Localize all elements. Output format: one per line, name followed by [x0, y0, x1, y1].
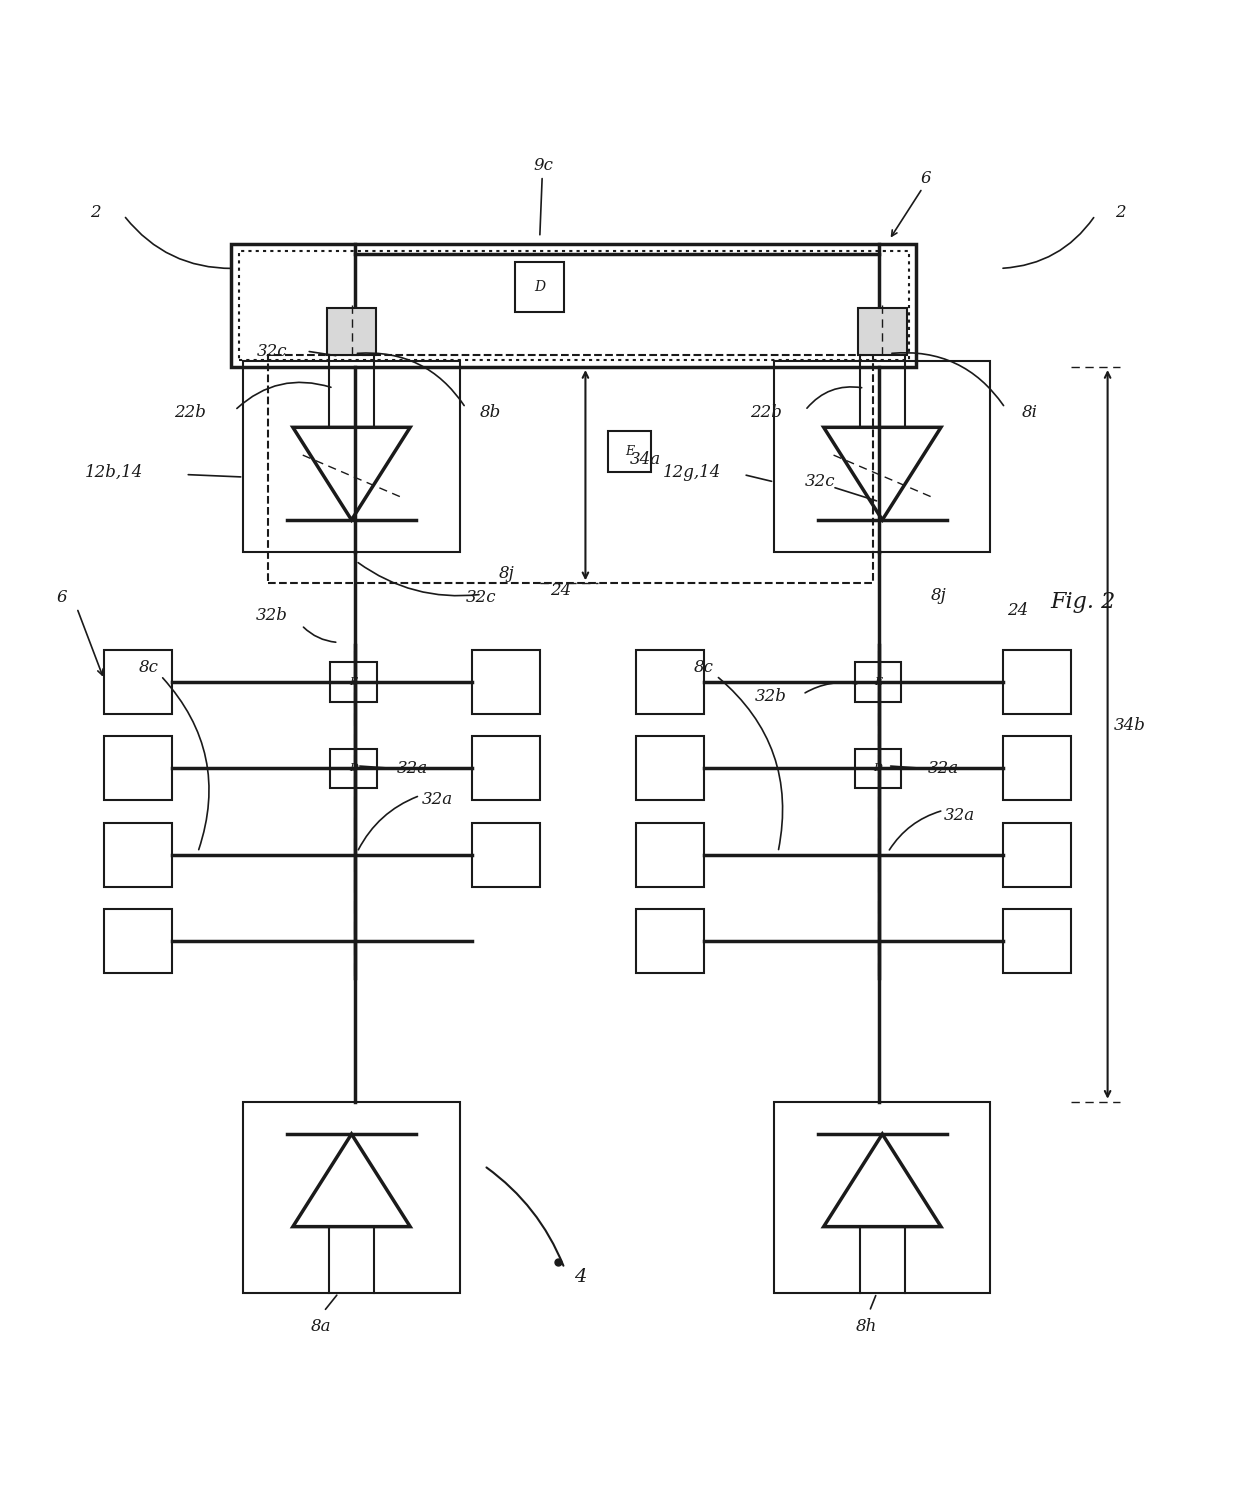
Text: 32c: 32c: [257, 343, 288, 360]
Text: D: D: [873, 764, 883, 773]
Bar: [243, 1102, 460, 1293]
Text: 32b: 32b: [255, 606, 288, 624]
Text: 8j: 8j: [498, 565, 515, 582]
Text: 34b: 34b: [1114, 717, 1146, 733]
Bar: [243, 361, 460, 552]
Bar: [330, 748, 377, 788]
Text: D: D: [348, 764, 358, 773]
Bar: [774, 361, 991, 552]
Text: 32a: 32a: [397, 761, 428, 777]
Bar: [774, 1102, 991, 1293]
Text: 32a: 32a: [944, 807, 975, 824]
Text: 32a: 32a: [928, 761, 959, 777]
Text: Fig. 2: Fig. 2: [1050, 591, 1116, 612]
Bar: [1003, 909, 1070, 974]
Bar: [330, 662, 377, 702]
Text: 8a: 8a: [311, 1318, 331, 1335]
Bar: [104, 650, 172, 714]
Text: 6: 6: [921, 169, 931, 187]
Text: 9c: 9c: [533, 157, 553, 174]
Text: 24: 24: [551, 582, 572, 599]
Bar: [472, 823, 539, 888]
Bar: [636, 650, 704, 714]
Bar: [104, 736, 172, 800]
Text: 22b: 22b: [750, 404, 781, 422]
Text: 8h: 8h: [856, 1318, 878, 1335]
Bar: [636, 736, 704, 800]
Bar: [854, 662, 901, 702]
Text: 24: 24: [1007, 602, 1028, 618]
Bar: [104, 909, 172, 974]
Bar: [104, 823, 172, 888]
Text: 8j: 8j: [930, 587, 946, 603]
Bar: [238, 251, 909, 360]
Text: 12g,14: 12g,14: [662, 464, 720, 481]
Text: 8c: 8c: [139, 659, 159, 676]
Text: 8i: 8i: [1022, 404, 1038, 422]
Text: 32b: 32b: [755, 688, 786, 705]
Bar: [636, 909, 704, 974]
Bar: [231, 243, 916, 367]
Text: 8c: 8c: [694, 659, 714, 676]
Text: 2: 2: [1115, 204, 1125, 221]
Bar: [515, 262, 564, 311]
Bar: [327, 308, 376, 355]
Text: 4: 4: [574, 1269, 587, 1285]
Bar: [636, 823, 704, 888]
Text: D: D: [534, 280, 546, 293]
Bar: [1003, 823, 1070, 888]
Text: 22b: 22b: [175, 404, 206, 422]
Text: E: E: [874, 677, 882, 686]
Text: E: E: [350, 677, 357, 686]
Bar: [268, 355, 873, 584]
Text: E: E: [625, 445, 634, 458]
Text: 8b: 8b: [480, 404, 501, 422]
Bar: [858, 308, 906, 355]
Text: 32c: 32c: [805, 473, 836, 490]
Text: 12b,14: 12b,14: [84, 464, 143, 481]
Bar: [608, 431, 651, 472]
Bar: [472, 736, 539, 800]
Bar: [472, 650, 539, 714]
Text: 32c: 32c: [466, 590, 496, 606]
Text: 32a: 32a: [422, 791, 453, 807]
Text: 2: 2: [91, 204, 100, 221]
Text: 6: 6: [57, 590, 67, 606]
Bar: [1003, 736, 1070, 800]
Bar: [854, 748, 901, 788]
Bar: [1003, 650, 1070, 714]
Text: 34a: 34a: [630, 451, 661, 469]
